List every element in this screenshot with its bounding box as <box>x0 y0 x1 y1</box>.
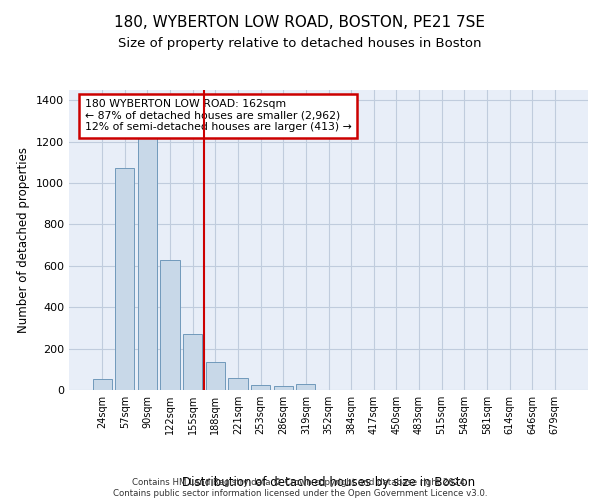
Text: Size of property relative to detached houses in Boston: Size of property relative to detached ho… <box>118 38 482 51</box>
Text: 180 WYBERTON LOW ROAD: 162sqm
← 87% of detached houses are smaller (2,962)
12% o: 180 WYBERTON LOW ROAD: 162sqm ← 87% of d… <box>85 99 352 132</box>
Y-axis label: Number of detached properties: Number of detached properties <box>17 147 31 333</box>
Bar <box>251 385 270 390</box>
Bar <box>160 260 180 390</box>
Bar <box>183 334 202 390</box>
Bar <box>206 362 225 390</box>
Bar <box>296 384 316 390</box>
Bar <box>115 168 134 390</box>
Bar <box>229 378 248 390</box>
Text: Contains HM Land Registry data © Crown copyright and database right 2024.
Contai: Contains HM Land Registry data © Crown c… <box>113 478 487 498</box>
Bar <box>274 386 293 390</box>
X-axis label: Distribution of detached houses by size in Boston: Distribution of detached houses by size … <box>182 476 475 489</box>
Bar <box>138 121 157 390</box>
Text: 180, WYBERTON LOW ROAD, BOSTON, PE21 7SE: 180, WYBERTON LOW ROAD, BOSTON, PE21 7SE <box>115 15 485 30</box>
Bar <box>92 378 112 390</box>
